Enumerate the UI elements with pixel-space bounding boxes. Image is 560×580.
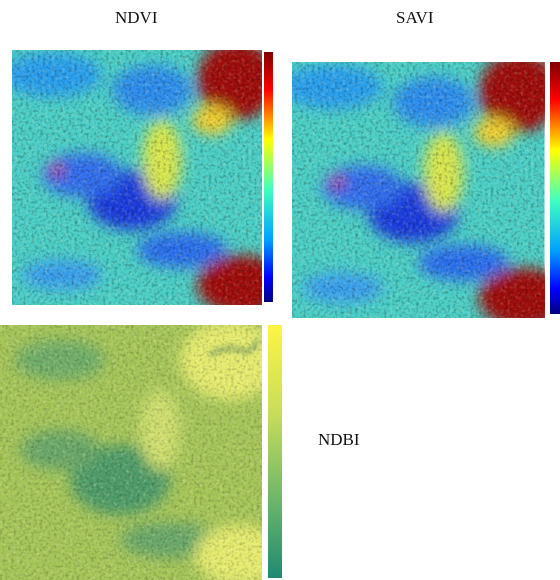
savi-map	[282, 52, 560, 328]
ndbi-map	[0, 325, 262, 580]
colorbar	[268, 325, 282, 578]
colorbar	[264, 52, 273, 302]
map-label: NDBI	[318, 430, 360, 449]
ndvi-map	[2, 40, 287, 315]
colorbar	[550, 62, 560, 314]
map-label: NDVI	[115, 8, 158, 27]
map-label: SAVI	[396, 8, 434, 27]
